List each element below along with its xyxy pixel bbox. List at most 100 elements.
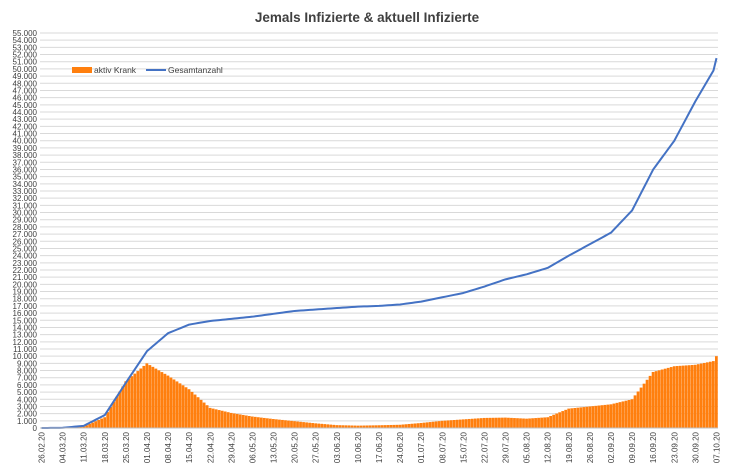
x-tick-label: 30.09.20 <box>691 431 700 463</box>
bar-aktiv-krank <box>356 425 360 428</box>
x-tick-label: 24.06.20 <box>396 431 405 463</box>
y-tick-label: 23.000 <box>13 259 38 268</box>
y-tick-label: 41.000 <box>13 130 38 139</box>
x-tick-label: 19.08.20 <box>565 431 574 463</box>
bar-aktiv-krank <box>437 421 441 428</box>
y-tick-label: 7.000 <box>17 374 38 383</box>
bar-aktiv-krank <box>585 406 589 428</box>
bar-aktiv-krank <box>687 365 691 428</box>
bar-aktiv-krank <box>365 425 369 428</box>
bar-aktiv-krank <box>591 406 595 428</box>
bar-aktiv-krank <box>193 394 197 428</box>
x-tick-label: 15.04.20 <box>185 431 194 463</box>
bar-aktiv-krank <box>124 381 128 428</box>
x-tick-label: 29.07.20 <box>502 431 511 463</box>
bar-aktiv-krank <box>624 400 628 428</box>
bar-aktiv-krank <box>507 417 510 428</box>
bar-aktiv-krank <box>94 421 98 428</box>
y-tick-label: 40.000 <box>13 137 38 146</box>
y-axis-ticks: 01.0002.0003.0004.0005.0006.0007.0008.00… <box>13 29 38 433</box>
bar-aktiv-krank <box>97 419 101 428</box>
legend-swatch-aktiv-krank <box>72 67 92 73</box>
bar-aktiv-krank <box>467 418 471 428</box>
y-tick-label: 52.000 <box>13 51 38 60</box>
bar-aktiv-krank <box>443 420 447 428</box>
bar-aktiv-krank <box>519 418 522 428</box>
bar-aktiv-krank <box>651 371 655 428</box>
bar-aktiv-krank <box>253 416 257 428</box>
bar-aktiv-krank <box>702 362 706 428</box>
bar-aktiv-krank <box>492 417 495 428</box>
y-tick-label: 28.000 <box>13 223 38 232</box>
bar-aktiv-krank <box>714 356 718 428</box>
bar-aktiv-krank <box>136 371 140 428</box>
bar-aktiv-krank <box>235 413 239 428</box>
bar-aktiv-krank <box>531 418 534 428</box>
bar-aktiv-krank <box>615 402 619 428</box>
bar-aktiv-krank <box>693 364 697 428</box>
y-tick-label: 36.000 <box>13 165 38 174</box>
y-tick-label: 2.000 <box>17 410 38 419</box>
bars-aktiv-krank <box>43 356 718 428</box>
bar-aktiv-krank <box>148 365 152 428</box>
y-tick-label: 26.000 <box>13 237 38 246</box>
bar-aktiv-krank <box>371 425 375 428</box>
y-tick-label: 34.000 <box>13 180 38 189</box>
y-tick-label: 33.000 <box>13 187 38 196</box>
y-tick-label: 44.000 <box>13 108 38 117</box>
x-tick-label: 11.03.20 <box>80 431 89 462</box>
bar-aktiv-krank <box>570 408 574 428</box>
bar-aktiv-krank <box>609 404 613 428</box>
bar-aktiv-krank <box>350 425 354 428</box>
bar-aktiv-krank <box>534 418 537 428</box>
y-tick-label: 15.000 <box>13 316 38 325</box>
bar-aktiv-krank <box>127 378 131 428</box>
y-tick-label: 39.000 <box>13 144 38 153</box>
bar-aktiv-krank <box>633 395 637 428</box>
bar-aktiv-krank <box>142 365 146 428</box>
x-tick-label: 23.09.20 <box>670 431 679 463</box>
bar-aktiv-krank <box>145 363 149 428</box>
bar-aktiv-krank <box>555 413 559 428</box>
bar-aktiv-krank <box>567 408 571 428</box>
x-tick-label: 08.07.20 <box>438 431 447 463</box>
bar-aktiv-krank <box>296 421 299 428</box>
y-tick-label: 32.000 <box>13 194 38 203</box>
bar-aktiv-krank <box>663 368 667 428</box>
x-tick-label: 22.04.20 <box>206 431 215 463</box>
bar-aktiv-krank <box>449 420 453 428</box>
bar-aktiv-krank <box>241 414 245 428</box>
bar-aktiv-krank <box>109 406 113 428</box>
bar-aktiv-krank <box>115 396 119 428</box>
bar-aktiv-krank <box>259 417 263 428</box>
bar-aktiv-krank <box>678 365 682 428</box>
bar-aktiv-krank <box>362 425 366 428</box>
bar-aktiv-krank <box>401 424 405 428</box>
bar-aktiv-krank <box>154 368 158 428</box>
bar-aktiv-krank <box>338 425 342 428</box>
bar-aktiv-krank <box>347 425 351 428</box>
y-tick-label: 17.000 <box>13 302 38 311</box>
bar-aktiv-krank <box>675 366 679 428</box>
line-gesamtanzahl <box>41 57 718 429</box>
bar-aktiv-krank <box>434 421 438 428</box>
bar-aktiv-krank <box>476 418 480 428</box>
bar-aktiv-krank <box>549 416 553 428</box>
bar-aktiv-krank <box>160 372 164 428</box>
bar-aktiv-krank <box>561 411 565 428</box>
bar-aktiv-krank <box>419 422 423 428</box>
y-tick-label: 1.000 <box>17 417 38 426</box>
y-tick-label: 51.000 <box>13 58 38 67</box>
y-tick-label: 42.000 <box>13 122 38 131</box>
bar-aktiv-krank <box>540 417 543 428</box>
bar-aktiv-krank <box>582 407 586 428</box>
bar-aktiv-krank <box>386 425 390 428</box>
bar-aktiv-krank <box>522 418 525 428</box>
bar-aktiv-krank <box>223 411 227 428</box>
bar-aktiv-krank <box>326 424 330 428</box>
bar-aktiv-krank <box>404 424 408 428</box>
bar-aktiv-krank <box>169 377 173 428</box>
y-tick-label: 9.000 <box>17 359 38 368</box>
